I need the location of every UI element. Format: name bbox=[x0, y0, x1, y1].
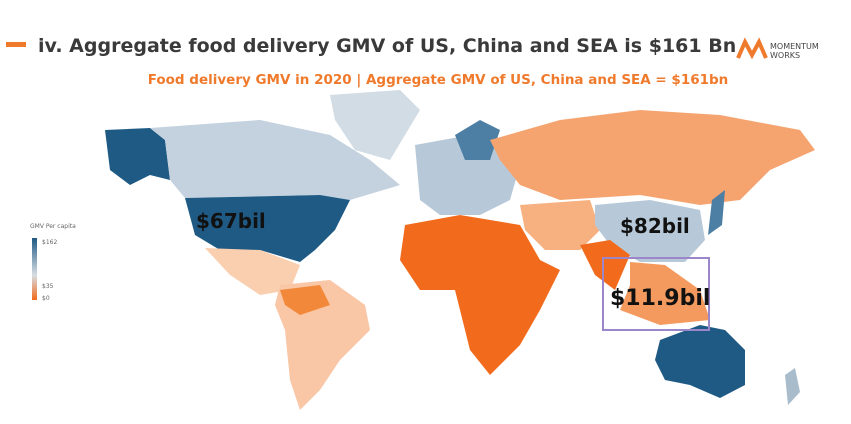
canada bbox=[150, 120, 400, 200]
logo: MOMENTUM WORKS bbox=[736, 37, 819, 60]
sea-highlight bbox=[602, 257, 710, 331]
subtitle: Food delivery GMV in 2020 | Aggregate GM… bbox=[148, 72, 729, 88]
legend-tick: $0 bbox=[42, 295, 50, 302]
greenland bbox=[330, 90, 420, 160]
usa bbox=[185, 195, 350, 262]
sea-label: $11.9bil bbox=[610, 286, 710, 311]
africa bbox=[400, 215, 560, 375]
india bbox=[580, 240, 630, 290]
legend-title: GMV Per capita bbox=[30, 223, 76, 230]
australia bbox=[655, 325, 745, 398]
china-label: $82bil bbox=[620, 214, 690, 238]
logo-mark bbox=[736, 37, 768, 60]
middle-east bbox=[520, 200, 600, 250]
south-america-north bbox=[280, 285, 330, 315]
legend-tick: $162 bbox=[42, 239, 57, 246]
south-east-asia bbox=[620, 262, 710, 325]
logo-text: MOMENTUM bbox=[770, 42, 819, 51]
alaska bbox=[105, 128, 170, 185]
us-label: $67bil bbox=[196, 209, 266, 233]
china bbox=[595, 200, 705, 262]
japan bbox=[708, 190, 725, 235]
europe bbox=[415, 135, 520, 215]
mexico bbox=[205, 248, 300, 295]
title-dash bbox=[6, 42, 26, 47]
legend: GMV Per capita $162 $35 $0 bbox=[30, 223, 76, 302]
logo-text: WORKS bbox=[770, 51, 800, 60]
new-zealand bbox=[785, 368, 800, 405]
scandinavia bbox=[455, 120, 500, 160]
legend-gradient bbox=[32, 238, 37, 300]
map bbox=[105, 90, 815, 410]
legend-tick: $35 bbox=[42, 283, 54, 290]
russia bbox=[490, 110, 815, 205]
slide-title: iv. Aggregate food delivery GMV of US, C… bbox=[38, 35, 736, 57]
